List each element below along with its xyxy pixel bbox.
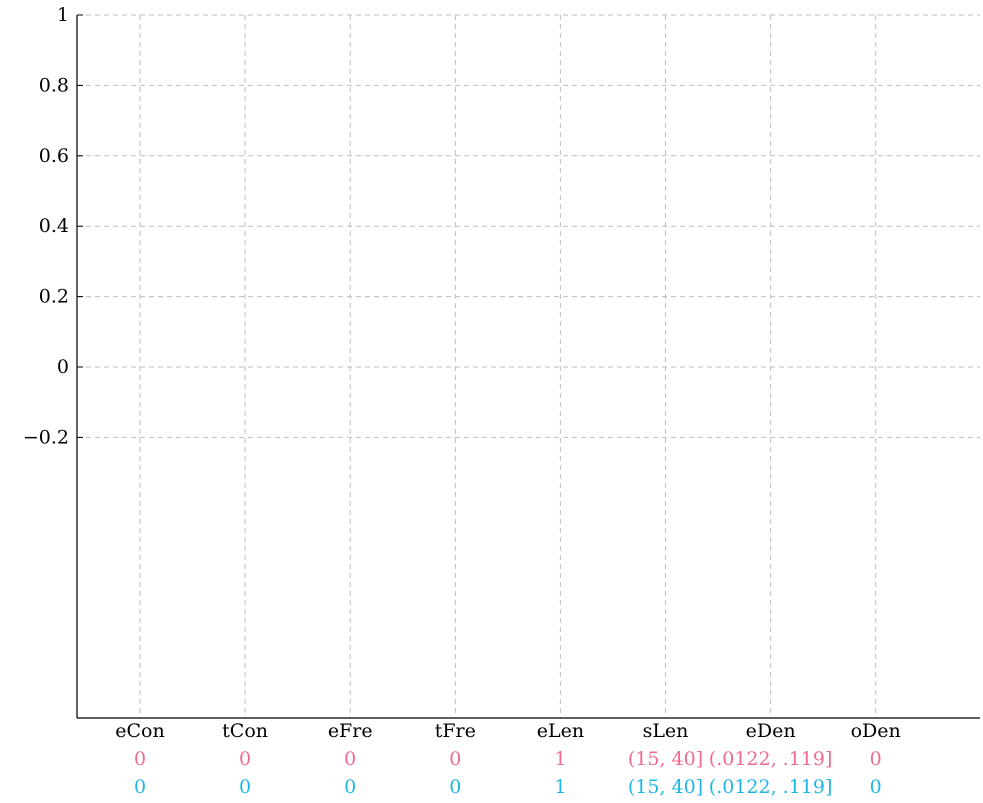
y-tick-label: 0: [57, 356, 69, 378]
x-category-label: tCon: [222, 720, 268, 742]
row-value-label: 0: [449, 748, 461, 770]
y-tick-label: 0.8: [39, 74, 69, 96]
x-category-label: eCon: [115, 720, 164, 742]
y-tick-label: 0.4: [39, 215, 69, 237]
x-category-label: oDen: [851, 720, 901, 742]
row-value-label: 0: [134, 748, 146, 770]
row-value-label: 0: [134, 776, 146, 798]
grid: [77, 14, 980, 718]
row-value-label: (15, 40]: [628, 776, 703, 798]
x-axis-category-labels: eCon tCon eFre tFre eLen sLen eDen oDen: [115, 720, 901, 742]
x-category-label: eFre: [328, 720, 373, 742]
y-axis-ticks: 1 0.8 0.6 0.4 0.2 0 −0.2: [23, 4, 83, 448]
x-category-label: tFre: [435, 720, 476, 742]
x-category-label: sLen: [643, 720, 689, 742]
row-value-label: 0: [239, 776, 251, 798]
y-tick-label: 0.6: [39, 145, 69, 167]
value-row: 0 0 0 0 1 (15, 40] (.0122, .119] 0: [134, 776, 882, 798]
row-value-label: 0: [449, 776, 461, 798]
row-value-label: (15, 40]: [628, 748, 703, 770]
row-value-label: 0: [344, 776, 356, 798]
row-value-label: 1: [554, 748, 566, 770]
row-value-label: 0: [870, 748, 882, 770]
x-category-label: eDen: [746, 720, 796, 742]
value-row: 0 0 0 0 1 (15, 40] (.0122, .119] 0: [134, 748, 882, 770]
row-value-label: 1: [554, 776, 566, 798]
y-tick-label: 0.2: [39, 286, 69, 308]
row-value-label: (.0122, .119]: [709, 776, 833, 798]
y-tick-label: −0.2: [23, 426, 69, 448]
row-value-label: 0: [239, 748, 251, 770]
y-tick-label: 1: [57, 4, 69, 26]
row-value-label: 0: [344, 748, 356, 770]
row-value-label: 0: [870, 776, 882, 798]
x-category-label: eLen: [537, 720, 584, 742]
value-rows: 0 0 0 0 1 (15, 40] (.0122, .119] 0 0 0 0 0 1 (15, 40]…: [134, 748, 882, 798]
row-value-label: (.0122, .119]: [709, 748, 833, 770]
